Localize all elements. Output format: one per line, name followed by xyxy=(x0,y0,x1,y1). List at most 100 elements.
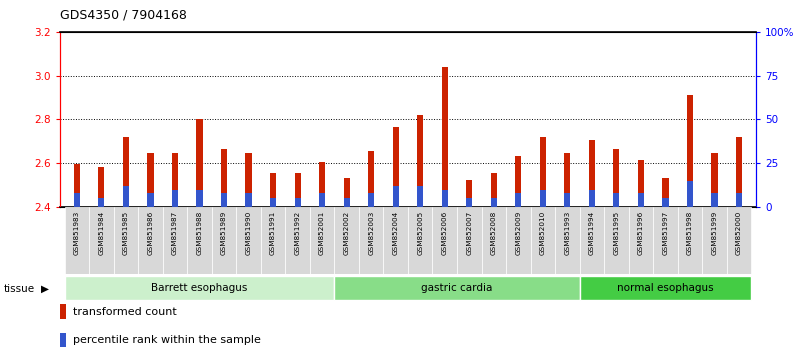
Bar xyxy=(482,207,506,274)
Bar xyxy=(662,177,669,207)
Bar xyxy=(604,207,629,274)
Bar xyxy=(319,193,326,207)
Text: GSM851988: GSM851988 xyxy=(197,210,202,255)
Text: GSM852007: GSM852007 xyxy=(466,210,472,255)
Bar xyxy=(64,276,334,299)
Bar xyxy=(114,207,139,274)
Bar xyxy=(442,67,448,207)
Bar xyxy=(368,193,374,207)
Text: GSM852010: GSM852010 xyxy=(540,210,546,255)
Bar xyxy=(295,198,301,207)
Bar xyxy=(212,207,236,274)
Bar xyxy=(197,120,202,207)
Text: GSM851991: GSM851991 xyxy=(270,210,276,255)
Bar xyxy=(162,207,187,274)
Bar xyxy=(270,173,276,207)
Bar xyxy=(147,153,154,207)
Text: transformed count: transformed count xyxy=(73,307,177,316)
Bar xyxy=(654,207,677,274)
Bar xyxy=(139,207,162,274)
Bar xyxy=(466,180,472,207)
Text: GSM851983: GSM851983 xyxy=(74,210,80,255)
Bar xyxy=(490,173,497,207)
Text: GSM852005: GSM852005 xyxy=(417,210,423,255)
Bar xyxy=(579,276,751,299)
Bar xyxy=(466,198,472,207)
Bar xyxy=(736,193,742,207)
Bar xyxy=(564,193,571,207)
Bar xyxy=(579,207,604,274)
Bar xyxy=(506,207,531,274)
Bar xyxy=(359,207,384,274)
Bar xyxy=(589,140,595,207)
Text: GSM851986: GSM851986 xyxy=(147,210,154,255)
Bar xyxy=(727,207,751,274)
Bar xyxy=(540,137,546,207)
Bar xyxy=(344,177,349,207)
Bar xyxy=(677,207,702,274)
Bar xyxy=(614,193,619,207)
Bar xyxy=(384,207,408,274)
Text: GDS4350 / 7904168: GDS4350 / 7904168 xyxy=(60,9,186,22)
Bar xyxy=(334,207,359,274)
Bar xyxy=(457,207,482,274)
Bar xyxy=(261,207,285,274)
Text: GSM851998: GSM851998 xyxy=(687,210,693,255)
Text: GSM852002: GSM852002 xyxy=(344,210,349,255)
Bar xyxy=(712,193,717,207)
Bar xyxy=(515,156,521,207)
Text: GSM852001: GSM852001 xyxy=(319,210,325,255)
Text: Barrett esophagus: Barrett esophagus xyxy=(151,282,248,293)
Text: GSM851995: GSM851995 xyxy=(614,210,619,255)
Bar xyxy=(99,167,104,207)
Text: gastric cardia: gastric cardia xyxy=(421,282,493,293)
Bar xyxy=(392,186,399,207)
Bar xyxy=(540,190,546,207)
Bar xyxy=(64,207,89,274)
Bar xyxy=(74,193,80,207)
Text: GSM851989: GSM851989 xyxy=(221,210,227,255)
Bar xyxy=(221,193,227,207)
Bar xyxy=(99,198,104,207)
Text: GSM851990: GSM851990 xyxy=(245,210,252,255)
Bar xyxy=(736,137,742,207)
Text: GSM852008: GSM852008 xyxy=(491,210,497,255)
Bar xyxy=(702,207,727,274)
Bar xyxy=(638,160,644,207)
Bar xyxy=(245,153,252,207)
Text: GSM852003: GSM852003 xyxy=(369,210,374,255)
Bar xyxy=(614,149,619,207)
Bar xyxy=(417,115,423,207)
Bar xyxy=(187,207,212,274)
Text: GSM851992: GSM851992 xyxy=(295,210,301,255)
Text: GSM851987: GSM851987 xyxy=(172,210,178,255)
Bar xyxy=(147,193,154,207)
Bar xyxy=(712,153,717,207)
Bar xyxy=(123,137,129,207)
Bar xyxy=(417,186,423,207)
Bar xyxy=(245,193,252,207)
Bar xyxy=(221,149,227,207)
Bar xyxy=(662,198,669,207)
Bar xyxy=(123,186,129,207)
Bar xyxy=(74,164,80,207)
Bar xyxy=(344,198,349,207)
Bar xyxy=(392,127,399,207)
Text: GSM851999: GSM851999 xyxy=(712,210,717,255)
Bar xyxy=(589,190,595,207)
Text: GSM851993: GSM851993 xyxy=(564,210,571,255)
Bar xyxy=(334,276,579,299)
Text: GSM851996: GSM851996 xyxy=(638,210,644,255)
Bar xyxy=(442,190,448,207)
Text: GSM851985: GSM851985 xyxy=(123,210,129,255)
Text: percentile rank within the sample: percentile rank within the sample xyxy=(73,335,261,345)
Bar xyxy=(236,207,261,274)
Bar xyxy=(629,207,654,274)
Bar xyxy=(555,207,579,274)
Bar xyxy=(432,207,457,274)
Bar xyxy=(638,193,644,207)
Bar xyxy=(515,193,521,207)
Text: GSM852006: GSM852006 xyxy=(442,210,447,255)
Bar xyxy=(310,207,334,274)
Text: GSM851994: GSM851994 xyxy=(589,210,595,255)
